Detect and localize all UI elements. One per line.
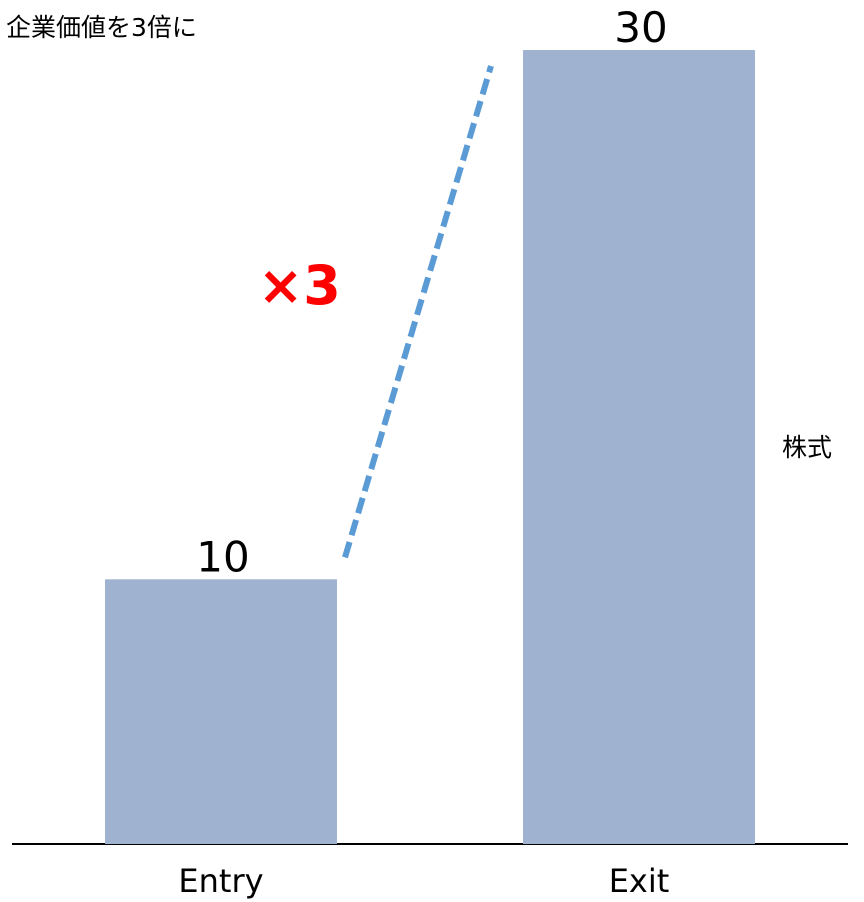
data-label-exit: 30 (614, 3, 667, 52)
data-label-entry: 10 (196, 532, 249, 581)
growth-line (342, 65, 494, 559)
series-label: 株式 (782, 433, 833, 462)
labels-layer: 10 Entry 30 Exit (178, 3, 669, 900)
bar-exit (523, 50, 755, 844)
chart-title: 企業価値を3倍に (6, 13, 197, 42)
category-label-entry: Entry (178, 862, 263, 900)
bars-layer (105, 50, 755, 844)
category-label-exit: Exit (609, 862, 670, 900)
bar-entry (105, 579, 337, 844)
multiplier-annotation: ×3 (258, 254, 341, 317)
